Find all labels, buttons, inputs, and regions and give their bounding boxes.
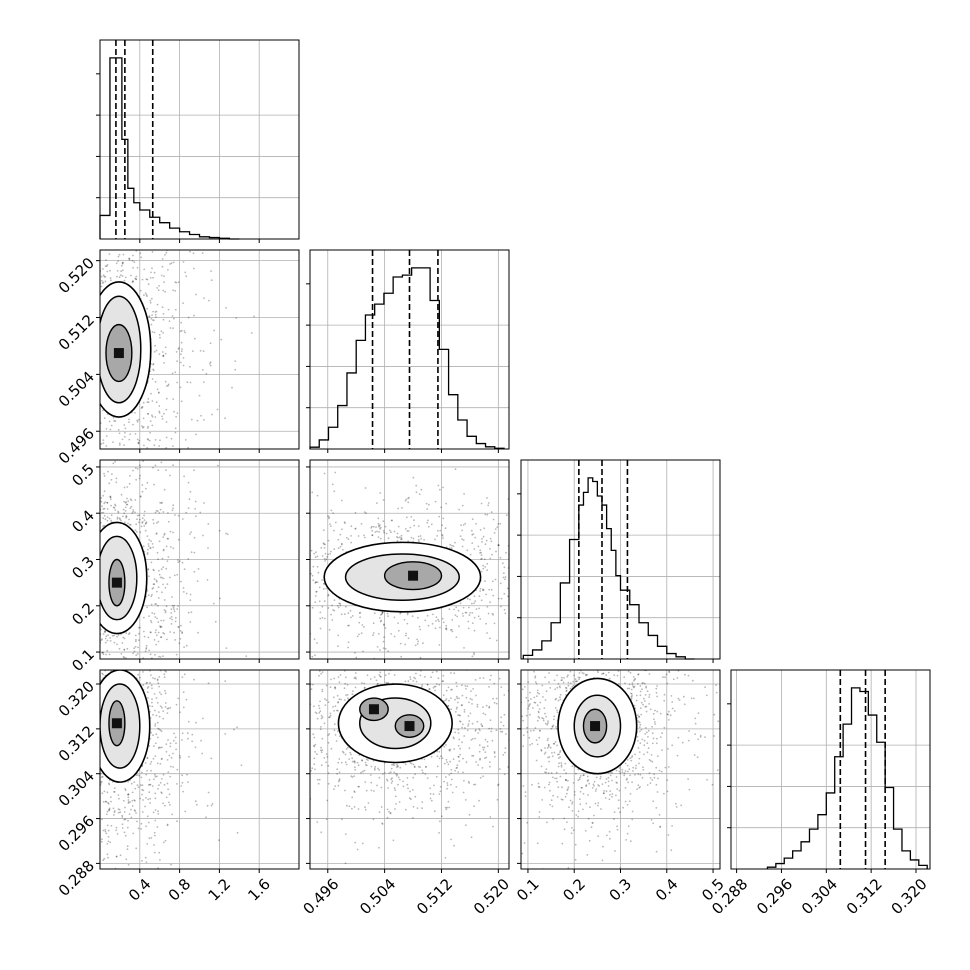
x-tick-label: 0.4 xyxy=(125,875,155,905)
y-tick-label: 0.496 xyxy=(55,425,98,468)
y-tick-label: 0.512 xyxy=(55,311,98,354)
x-tick-label: 0.8 xyxy=(165,875,195,905)
histogram-step-1 xyxy=(309,267,505,449)
density-peak xyxy=(111,577,122,588)
histogram-panel-0 xyxy=(96,39,300,243)
density-peak xyxy=(408,570,419,581)
histogram-step-0 xyxy=(99,57,240,240)
scatter-panel-2-3 xyxy=(517,669,721,873)
histogram-step-3 xyxy=(766,687,928,869)
x-tick-label: 0.512 xyxy=(413,875,456,918)
scatter-panel-0-3 xyxy=(96,669,300,873)
scatter-panel-1-3 xyxy=(306,669,510,873)
scatter-panel-0-1 xyxy=(96,249,300,453)
scatter-panel-1-2 xyxy=(306,459,510,663)
density-peak xyxy=(590,721,601,732)
histogram-panel-1 xyxy=(306,249,510,453)
histogram-panel-2 xyxy=(517,459,721,663)
x-tick-label: 0.496 xyxy=(299,875,342,918)
y-tick-label: 0.296 xyxy=(55,812,98,855)
y-tick-label: 0.520 xyxy=(55,254,98,297)
x-tick-label: 0.304 xyxy=(798,875,841,918)
scatter-panel-0-2 xyxy=(96,459,300,663)
x-tick-label: 0.520 xyxy=(470,875,513,918)
density-peak xyxy=(368,704,379,715)
x-tick-label: 0.312 xyxy=(843,875,886,918)
y-tick-label: 0.2 xyxy=(68,599,98,629)
density-peak xyxy=(404,721,415,732)
x-tick-label: 0.4 xyxy=(652,875,682,905)
x-tick-label: 0.3 xyxy=(606,875,636,905)
density-peak xyxy=(113,348,124,359)
y-tick-label: 0.4 xyxy=(68,507,98,537)
x-tick-label: 0.296 xyxy=(753,875,796,918)
x-tick-label: 0.320 xyxy=(888,875,931,918)
y-tick-label: 0.504 xyxy=(55,368,98,411)
y-tick-label: 0.312 xyxy=(55,722,98,765)
y-tick-label: 0.1 xyxy=(68,645,98,675)
x-tick-label: 0.2 xyxy=(559,875,589,905)
x-tick-label: 0.504 xyxy=(356,875,399,918)
y-tick-label: 0.288 xyxy=(55,857,98,900)
x-tick-label: 1.6 xyxy=(244,875,274,905)
x-tick-label: 0.1 xyxy=(513,875,543,905)
y-tick-label: 0.5 xyxy=(68,460,98,490)
x-tick-label: 1.2 xyxy=(205,875,235,905)
y-tick-label: 0.304 xyxy=(55,767,98,810)
histogram-step-2 xyxy=(522,477,695,660)
y-tick-label: 0.3 xyxy=(68,553,98,583)
histogram-panel-3 xyxy=(727,669,931,873)
y-tick-label: 0.320 xyxy=(55,677,98,720)
density-peak xyxy=(111,718,122,729)
